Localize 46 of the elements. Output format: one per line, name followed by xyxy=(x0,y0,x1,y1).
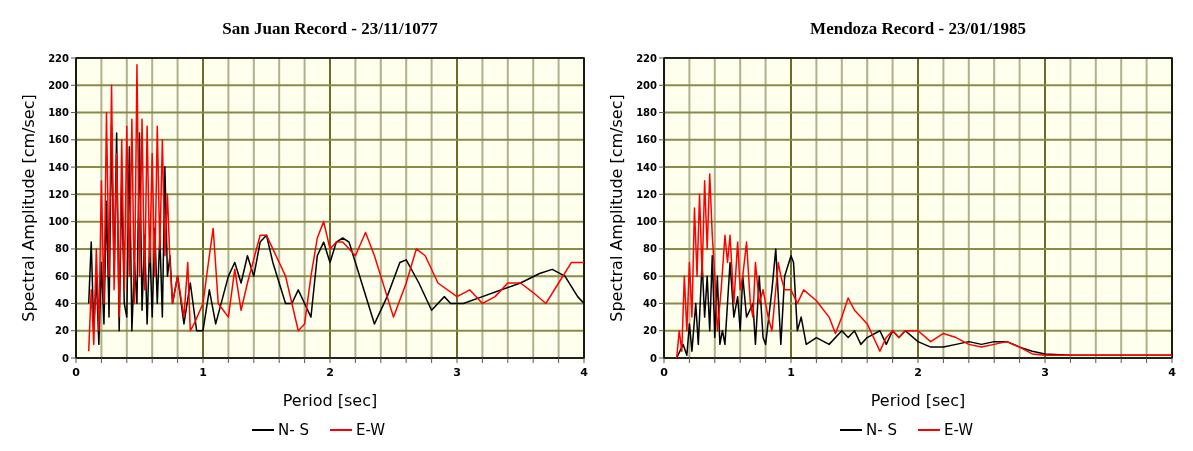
y-tick-label: 140 xyxy=(48,161,70,173)
y-tick-label: 160 xyxy=(636,134,658,146)
y-tick-label: 200 xyxy=(48,79,70,91)
y-tick-label: 0 xyxy=(650,352,658,364)
line-series xyxy=(675,173,1173,359)
line-series xyxy=(87,64,585,352)
y-tick-label: 0 xyxy=(62,352,70,364)
legend-label: E-W xyxy=(356,421,386,440)
chart-title: Mendoza Record - 23/01/1985 xyxy=(810,19,1026,38)
y-tick-label: 40 xyxy=(643,297,658,309)
x-tick-label: 2 xyxy=(326,366,334,379)
legend-label: N- S xyxy=(278,421,309,440)
x-tick-label: 3 xyxy=(453,366,461,379)
y-tick-label: 20 xyxy=(643,325,658,337)
y-tick-label: 60 xyxy=(55,270,70,282)
y-tick-label: 200 xyxy=(636,79,658,91)
x-tick-label: 0 xyxy=(72,366,81,379)
x-tick-label: 4 xyxy=(580,366,589,379)
y-tick-label: 80 xyxy=(643,243,658,255)
chart-title: San Juan Record - 23/11/1077 xyxy=(222,19,439,38)
y-tick-label: 160 xyxy=(48,134,70,146)
x-axis-title: Period [sec] xyxy=(282,391,378,410)
legend-label: E-W xyxy=(944,421,974,440)
y-tick-label: 180 xyxy=(636,107,658,119)
y-tick-label: 40 xyxy=(55,297,70,309)
y-tick-label: 220 xyxy=(48,52,70,64)
x-tick-label: 2 xyxy=(914,366,922,379)
legend-label: N- S xyxy=(866,421,897,440)
y-tick-label: 220 xyxy=(636,52,658,64)
y-axis-title: Spectral Amplitude [cm/sec] xyxy=(607,94,626,322)
x-axis-title: Period [sec] xyxy=(870,391,966,410)
y-tick-label: 120 xyxy=(48,188,70,200)
x-tick-label: 0 xyxy=(660,366,669,379)
x-tick-label: 4 xyxy=(1168,366,1177,379)
x-tick-label: 1 xyxy=(787,366,795,379)
x-tick-label: 1 xyxy=(199,366,207,379)
y-tick-label: 120 xyxy=(636,188,658,200)
y-tick-label: 60 xyxy=(643,270,658,282)
y-axis-title: Spectral Amplitude [cm/sec] xyxy=(19,94,38,322)
y-tick-label: 80 xyxy=(55,243,70,255)
y-tick-label: 100 xyxy=(636,216,658,228)
y-tick-label: 140 xyxy=(636,161,658,173)
y-tick-label: 180 xyxy=(48,107,70,119)
y-tick-label: 20 xyxy=(55,325,70,337)
y-tick-label: 100 xyxy=(48,216,70,228)
x-tick-label: 3 xyxy=(1041,366,1049,379)
